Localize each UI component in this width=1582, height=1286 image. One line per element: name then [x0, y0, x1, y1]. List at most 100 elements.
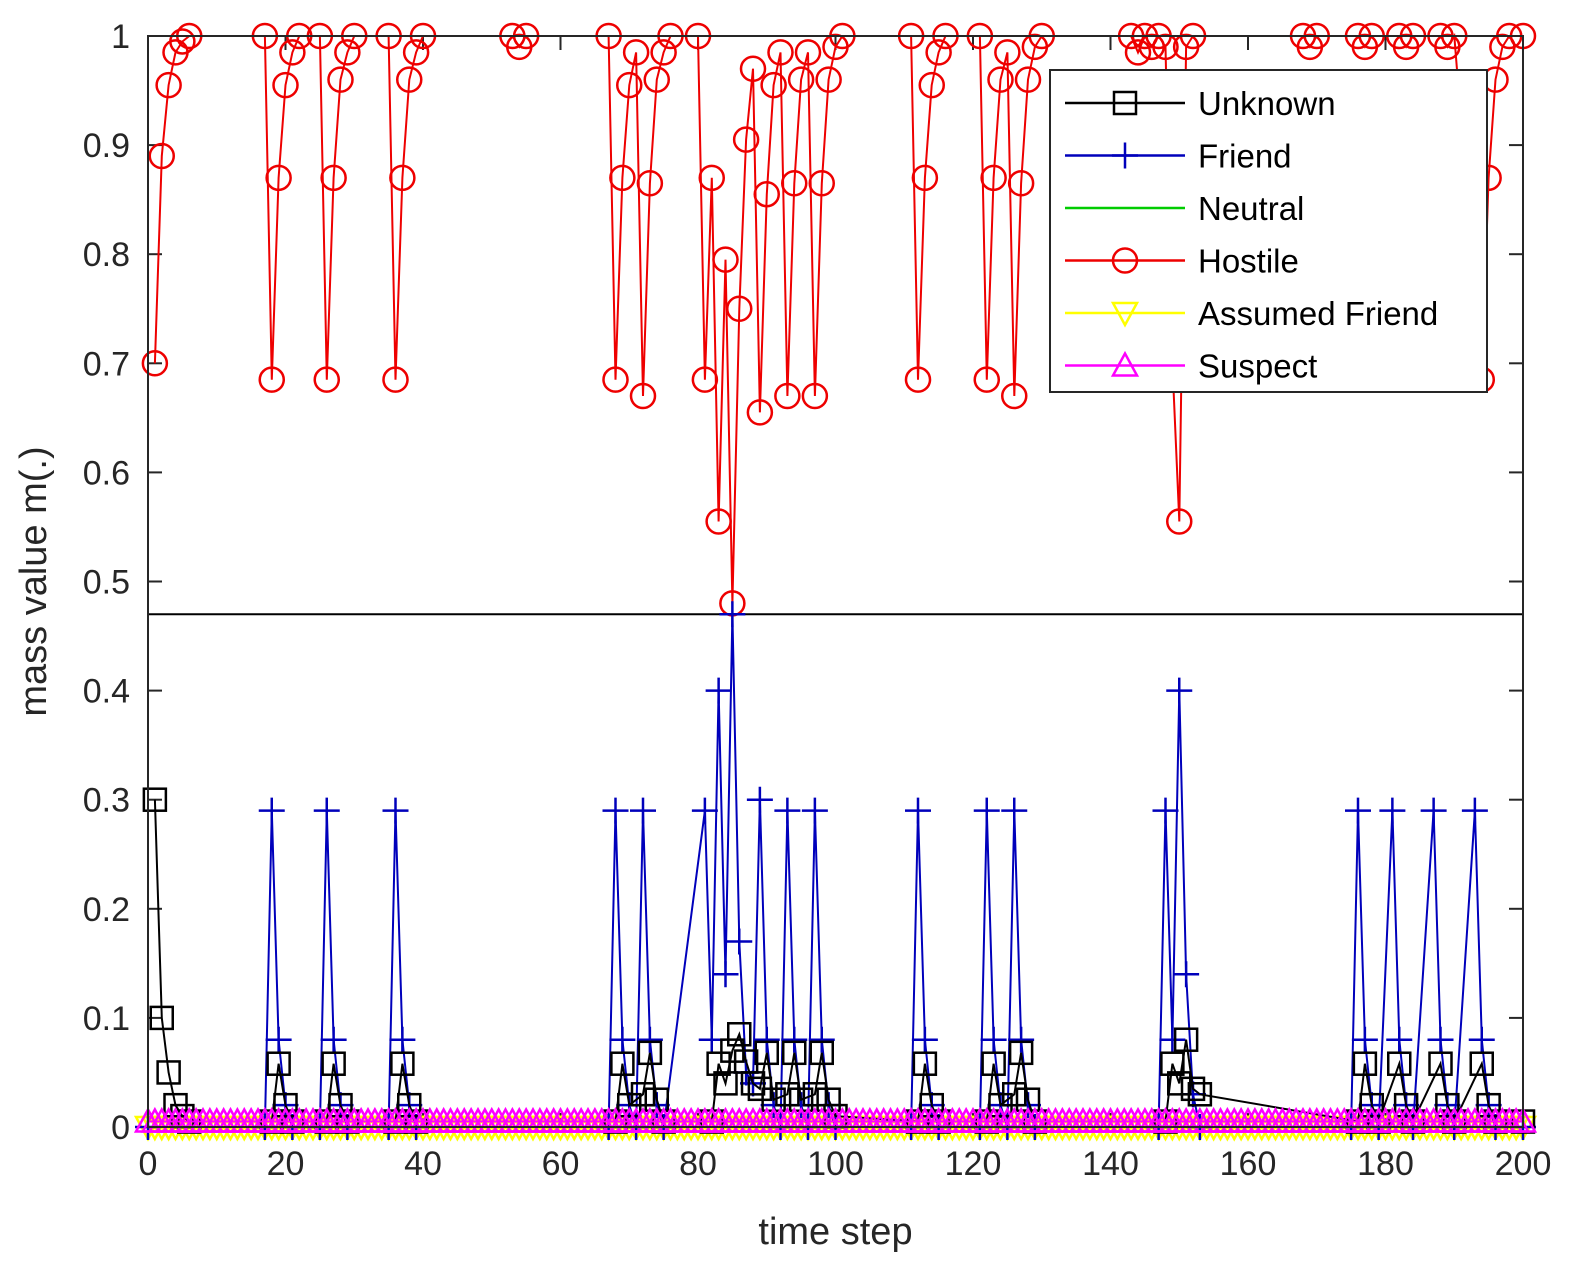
data-point-hostile	[698, 164, 725, 192]
data-point-friend	[602, 797, 629, 824]
tick-labels: 0 20 40 60 80 100 120 140 160 180 200 0 0.1 0.2 0.3 0.4…	[83, 18, 1552, 1183]
data-point-friend	[1420, 797, 1447, 824]
data-point-hostile	[774, 382, 801, 410]
data-point-friend	[382, 797, 409, 824]
data-point-hostile	[753, 180, 780, 208]
data-point-hostile	[918, 71, 945, 99]
data-point-hostile	[705, 508, 732, 535]
data-point-unknown	[149, 1005, 174, 1031]
y-tick-label: 0.3	[83, 782, 130, 820]
legend-label-assumed-friend: Assumed Friend	[1198, 295, 1438, 332]
data-point-hostile	[739, 55, 767, 82]
y-tick-label: 0.1	[83, 1000, 130, 1038]
y-tick-label: 0.7	[83, 345, 130, 383]
legend-marker-assumed-friend	[1110, 301, 1140, 328]
x-tick-label: 20	[267, 1145, 305, 1183]
data-point-unknown	[713, 1071, 738, 1096]
data-point-hostile	[279, 39, 306, 66]
data-point-friend	[320, 1026, 347, 1053]
data-point-hostile	[334, 39, 361, 66]
data-point-friend	[808, 1026, 835, 1053]
data-point-friend	[1008, 1026, 1035, 1053]
data-point-unknown	[802, 1082, 828, 1107]
data-point-hostile	[987, 66, 1014, 93]
data-point-unknown	[1387, 1051, 1412, 1076]
legend-label-unknown: Unknown	[1198, 85, 1336, 122]
x-tick-label: 100	[807, 1145, 864, 1183]
data-point-hostile	[148, 142, 175, 170]
x-axis-label: time step	[758, 1211, 912, 1253]
data-point-friend	[726, 928, 753, 955]
data-point-friend	[1386, 1026, 1413, 1053]
data-point-unknown	[1428, 1051, 1453, 1076]
data-point-hostile	[808, 170, 835, 197]
data-point-hostile	[272, 71, 299, 99]
data-point-friend	[389, 1026, 416, 1053]
legend-item-assumed-friend: Assumed Friend	[1065, 295, 1438, 332]
data-point-unknown	[754, 1040, 779, 1066]
data-point-hostile	[994, 39, 1021, 66]
data-point-unknown	[1160, 1051, 1185, 1076]
data-point-hostile	[911, 164, 939, 192]
data-point-friend	[1152, 797, 1179, 824]
data-point-hostile	[732, 126, 760, 153]
y-axis-label: mass value m(.)	[13, 446, 55, 716]
data-point-hostile	[636, 170, 664, 197]
data-point-friend	[691, 797, 718, 824]
legend-label-friend: Friend	[1198, 138, 1292, 175]
data-point-hostile	[258, 366, 285, 393]
data-point-unknown	[1180, 1076, 1206, 1102]
data-point-friend	[1173, 961, 1200, 988]
data-point-friend	[980, 1026, 1007, 1053]
x-tick-label: 0	[139, 1145, 158, 1183]
data-point-friend	[1166, 677, 1193, 704]
data-point-friend	[1461, 797, 1488, 824]
data-point-unknown	[727, 1022, 752, 1047]
data-point-unknown	[1008, 1040, 1034, 1066]
data-point-unknown	[397, 1092, 422, 1118]
data-point-friend	[719, 601, 746, 628]
data-point-unknown	[321, 1051, 346, 1076]
data-point-hostile	[141, 350, 169, 377]
data-point-friend	[265, 1026, 292, 1053]
data-point-unknown	[273, 1092, 298, 1118]
data-point-friend	[746, 786, 773, 813]
data-point-unknown	[1359, 1092, 1384, 1118]
data-point-hostile	[726, 295, 753, 322]
data-point-unknown	[1435, 1092, 1460, 1118]
legend-box	[1049, 69, 1488, 393]
y-tick-label: 0.9	[83, 127, 130, 165]
data-point-unknown	[142, 787, 168, 812]
data-point-hostile	[746, 399, 774, 426]
data-point-hostile	[609, 164, 636, 192]
x-tick-label: 180	[1357, 1145, 1414, 1183]
data-point-unknown	[912, 1051, 938, 1076]
legend-marker-friend	[1112, 142, 1138, 169]
data-point-hostile	[382, 366, 409, 393]
y-tick-label: 1	[111, 18, 130, 56]
data-point-friend	[774, 797, 801, 824]
legend-marker-hostile	[1111, 247, 1139, 274]
data-point-unknown	[706, 1051, 731, 1076]
data-point-friend	[313, 797, 340, 824]
data-point-hostile	[925, 39, 952, 66]
data-point-unknown	[328, 1092, 353, 1118]
data-point-friend	[636, 1026, 663, 1053]
data-point-friend	[1159, 1026, 1186, 1053]
data-point-friend	[705, 677, 732, 704]
data-point-unknown	[1173, 1027, 1199, 1052]
x-tick-label: 200	[1495, 1145, 1552, 1183]
data-point-hostile	[169, 28, 196, 55]
data-point-unknown	[610, 1051, 635, 1076]
data-point-friend	[753, 1026, 780, 1053]
data-point-hostile	[1007, 170, 1035, 197]
data-point-hostile	[602, 366, 629, 393]
data-point-hostile	[973, 366, 1000, 393]
series-suspect	[133, 1106, 1538, 1133]
x-tick-label: 40	[404, 1145, 442, 1183]
data-point-unknown	[919, 1092, 944, 1118]
legend-item-neutral: Neutral	[1065, 190, 1304, 227]
x-tick-label: 120	[945, 1145, 1002, 1183]
data-point-friend	[1379, 797, 1406, 824]
